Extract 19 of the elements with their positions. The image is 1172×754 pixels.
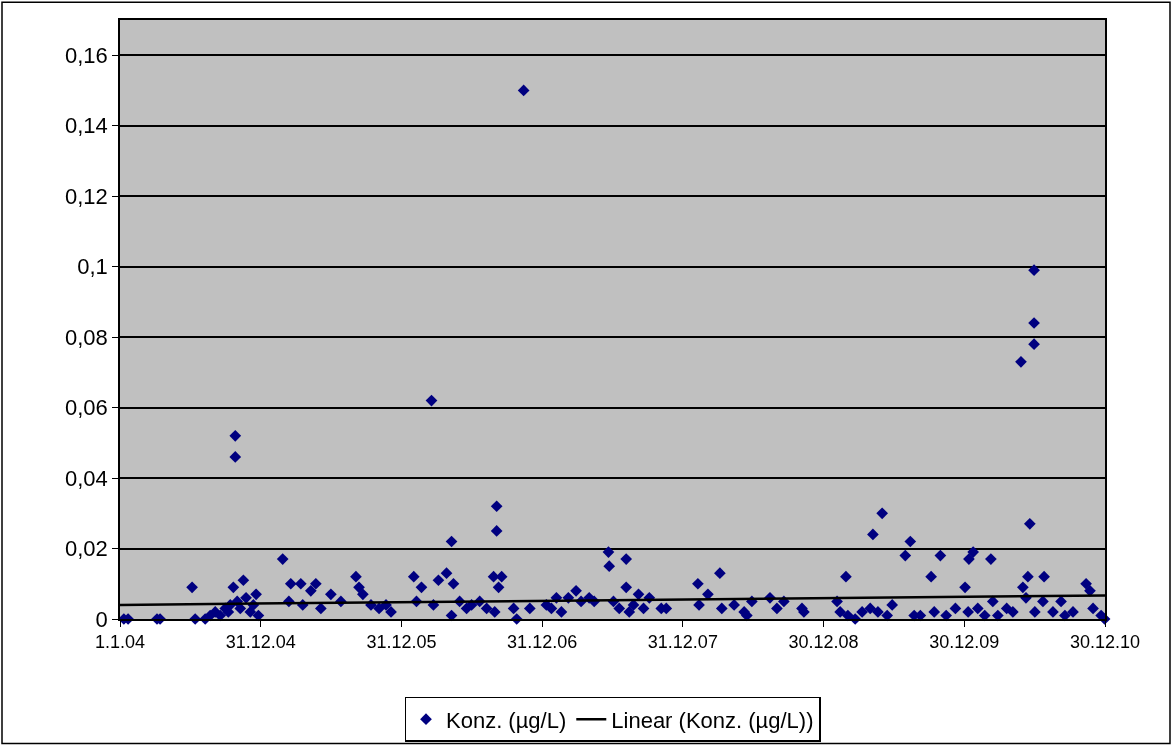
y-tick-label: 0,02 (65, 536, 108, 562)
x-tick-label: 31.12.05 (366, 632, 437, 653)
y-tick-label: 0,04 (65, 465, 108, 491)
x-tick-label: 31.12.06 (507, 632, 578, 653)
y-tick-label: 0 (95, 606, 108, 632)
x-tick-label: 30.12.10 (1069, 632, 1141, 653)
y-tick-label: 0,14 (65, 113, 108, 139)
y-tick-label: 0,06 (65, 395, 108, 421)
legend-label: Linear (Konz. (µg/L)) (611, 707, 814, 733)
x-tick-label: 30.12.09 (929, 632, 1000, 653)
y-tick-label: 0,08 (65, 324, 108, 350)
x-tick-label: 31.12.04 (225, 632, 296, 653)
y-tick-label: 0,12 (65, 183, 108, 209)
x-tick-label: 31.12.07 (647, 632, 718, 653)
y-tick-label: 0,1 (77, 254, 108, 280)
y-tick-label: 0,16 (65, 42, 108, 68)
legend-label: Konz. (µg/L) (446, 707, 567, 733)
x-tick-label: 1.1.04 (94, 632, 146, 653)
x-tick-label: 30.12.08 (788, 632, 859, 653)
